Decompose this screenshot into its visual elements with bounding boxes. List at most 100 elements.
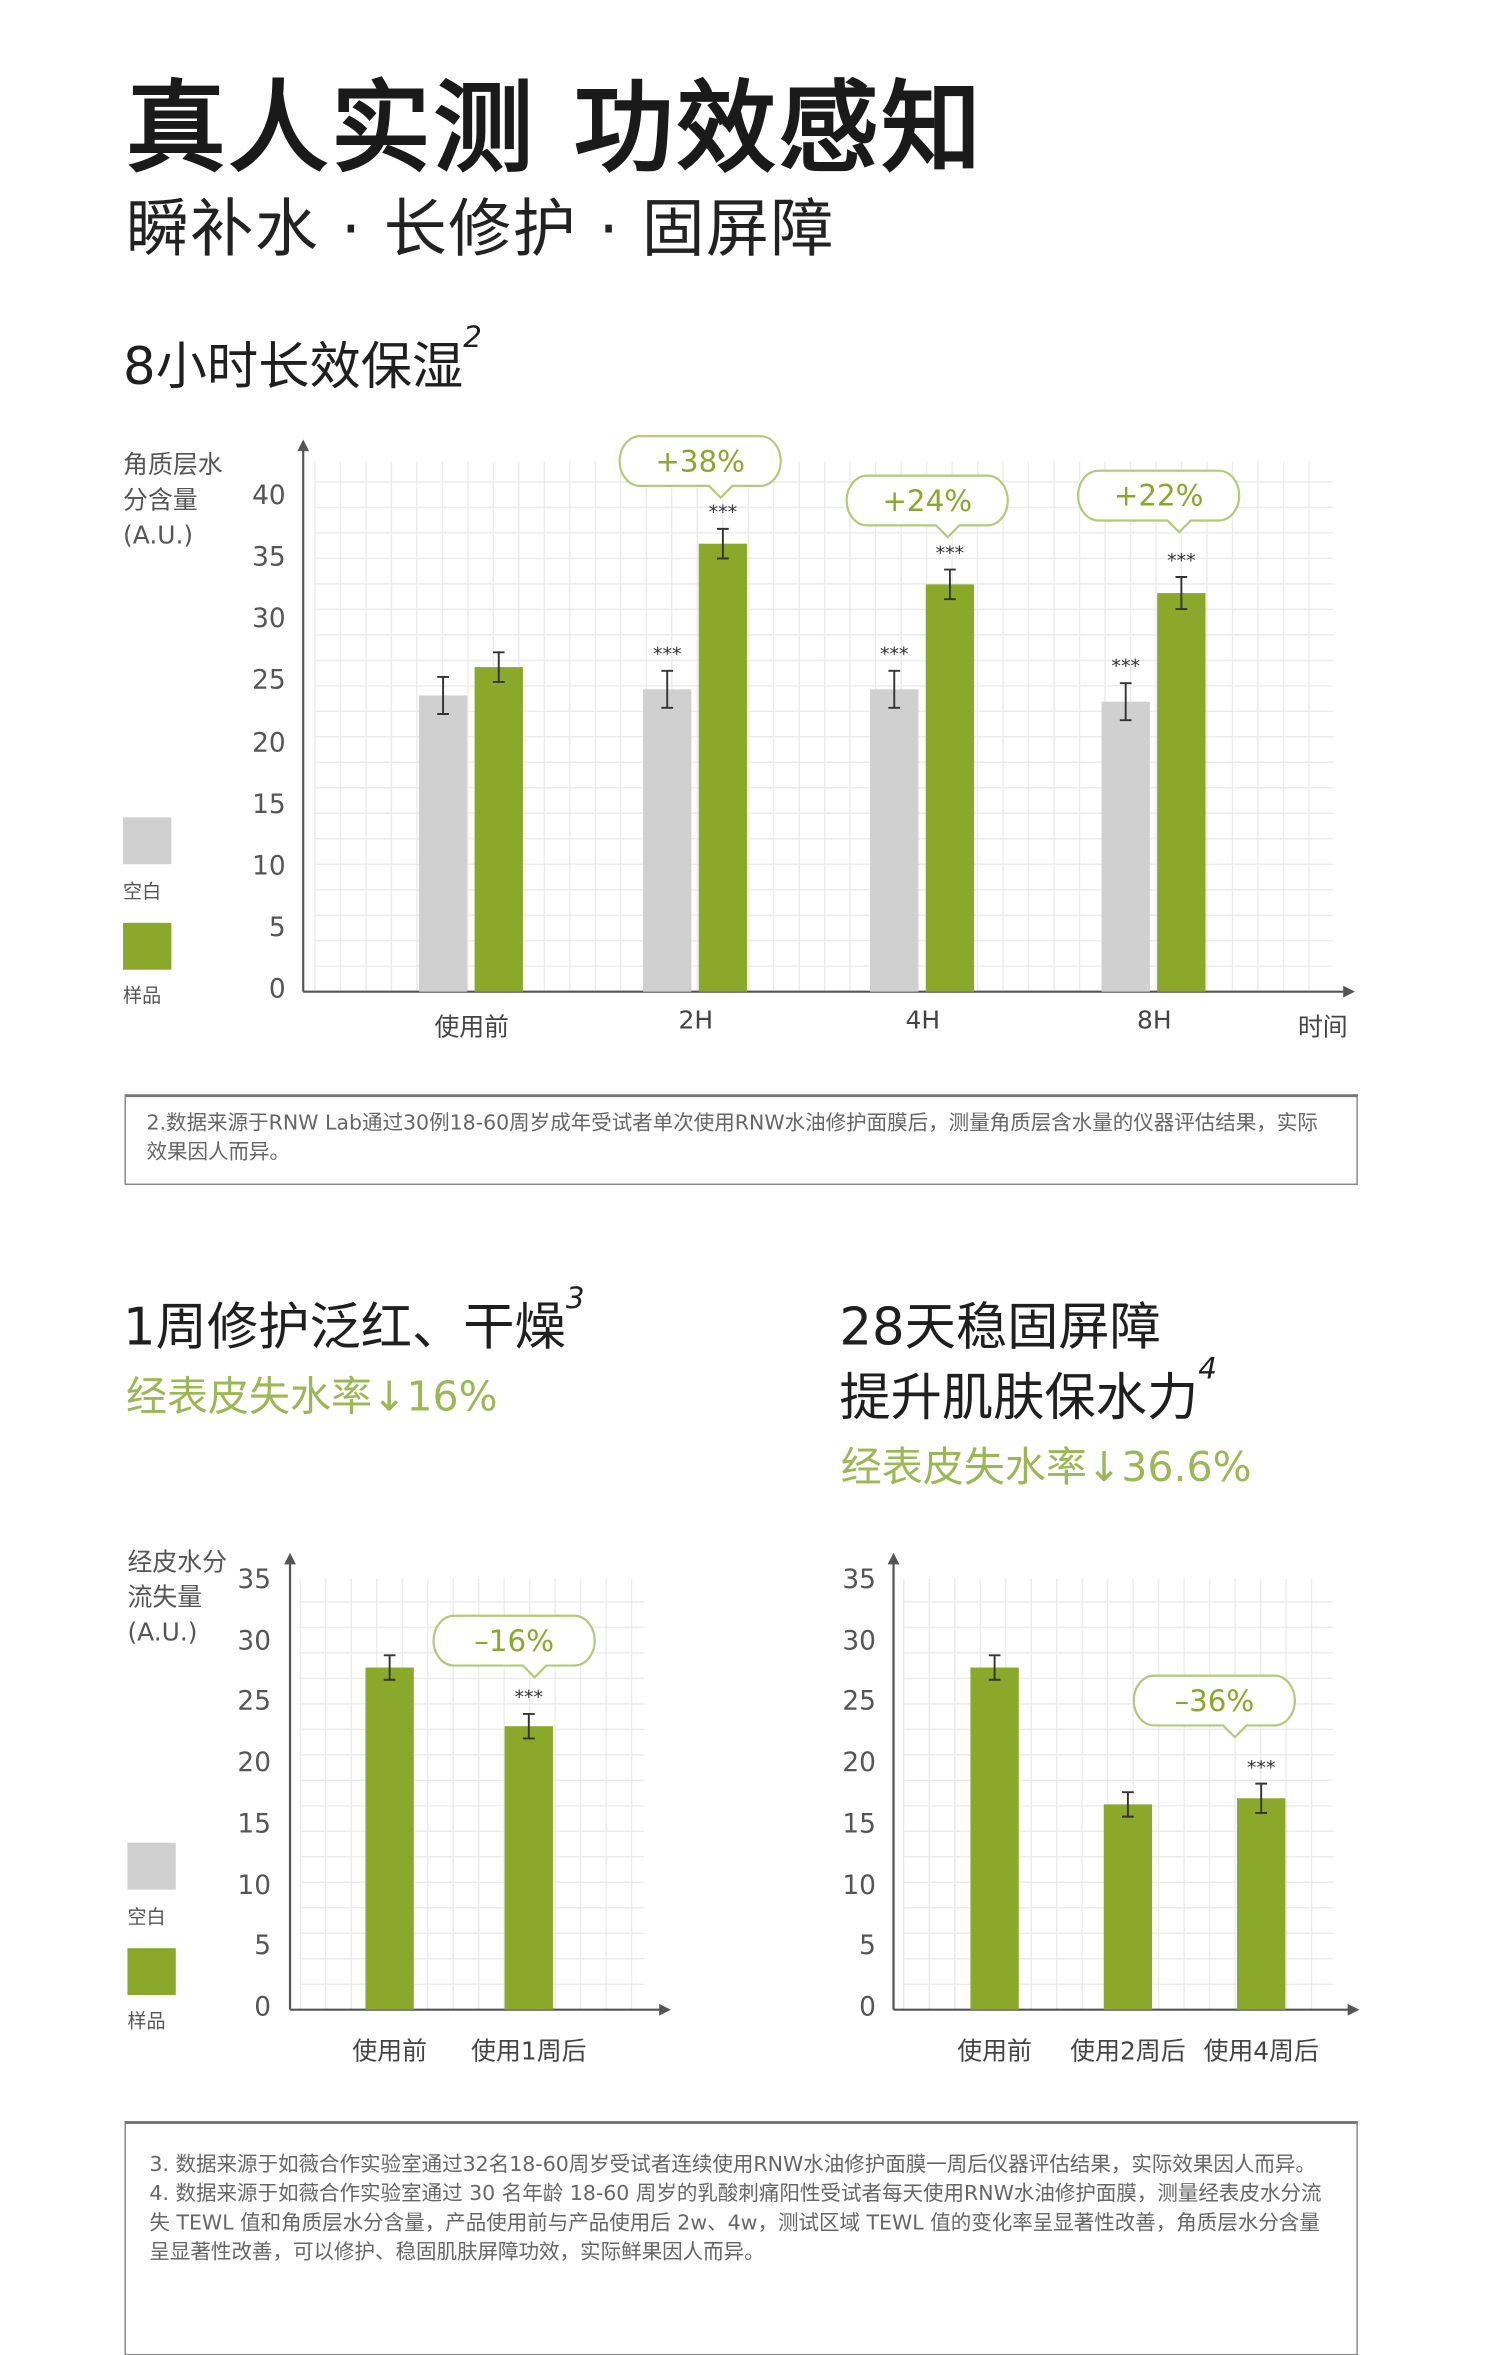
annotation-bubble — [432, 1614, 596, 1679]
error-bar — [1122, 1791, 1134, 1818]
error-bar — [888, 669, 901, 709]
bar — [418, 695, 468, 992]
y-tick-label: 25 — [252, 665, 286, 697]
footnote-ref: 3 — [565, 1280, 585, 1316]
annotation-label: +38% — [655, 443, 746, 479]
error-bar — [522, 1713, 535, 1740]
y-tick-label: 15 — [252, 788, 286, 820]
significance-stars: *** — [1246, 1757, 1276, 1780]
section-title-28d-line1: 28天稳固屏障 — [839, 1299, 1161, 1358]
footnote-box-1: 2.数据来源于RNW Lab通过30例18-60周岁成年受试者单次使用RNW水油… — [124, 1094, 1358, 1186]
annotation-bubble — [1132, 1674, 1296, 1739]
x-tick-label: 使用4周后 — [1203, 2037, 1319, 2067]
error-bar — [717, 527, 729, 560]
section-title-1week: 1周修护泛红、干燥3 — [123, 1280, 584, 1361]
footnote-3: 3. 数据来源于如薇合作实验室通过32名18-60周岁受试者连续使用RNW水油修… — [149, 2153, 1316, 2177]
y-tick-label: 20 — [252, 727, 286, 759]
section-title-text: 8小时长效保湿 — [123, 338, 464, 397]
bar — [1103, 1804, 1153, 2010]
x-axis-title: 时间 — [1297, 1013, 1348, 1043]
tewl-36-highlight: 经表皮失水率↓36.6% — [840, 1442, 1252, 1492]
section-title-text: 提升肌肤保水力 — [839, 1369, 1199, 1429]
legend-swatch-blank — [127, 1842, 176, 1890]
y-tick-label: 30 — [842, 1625, 876, 1657]
significance-stars: *** — [935, 543, 965, 566]
page-title: 真人实测 功效感知 — [125, 71, 984, 188]
bar — [504, 1726, 553, 2010]
error-bar — [1255, 1782, 1268, 1814]
footnote-4: 4. 数据来源于如薇合作实验室通过 30 名年龄 18-60 周岁的乳酸刺痛阳性… — [149, 2182, 1322, 2265]
y-tick-label: 15 — [842, 1808, 876, 1840]
page-subtitle: 瞬补水 · 长修护 · 固屏障 — [125, 193, 835, 267]
legend-swatch-sample — [127, 1948, 176, 1996]
error-bar — [661, 669, 674, 709]
error-bar — [437, 676, 449, 715]
error-bar — [1119, 682, 1132, 722]
bar — [1237, 1798, 1286, 2010]
chart1-ylabel: 角质层水分含量(A.U.) — [123, 451, 223, 551]
x-tick-label: 4H — [905, 1006, 941, 1036]
y-tick-label: 0 — [268, 974, 286, 1005]
error-bar — [492, 651, 505, 683]
y-tick-label: 35 — [237, 1564, 271, 1596]
error-bar — [1175, 576, 1188, 611]
x-tick-label: 8H — [1136, 1006, 1172, 1036]
y-tick-label: 30 — [252, 603, 286, 635]
error-bar — [383, 1654, 396, 1681]
significance-stars: *** — [708, 502, 738, 525]
bar — [1157, 593, 1206, 992]
y-tick-label: 15 — [237, 1808, 271, 1840]
y-tick-label: 0 — [859, 1992, 876, 2023]
y-tick-label: 25 — [237, 1686, 271, 1718]
legend-swatch-sample — [123, 922, 172, 970]
significance-stars: *** — [879, 644, 909, 667]
bar — [365, 1667, 414, 2010]
footnote-box-2: 3. 数据来源于如薇合作实验室通过32名18-60周岁受试者连续使用RNW水油修… — [124, 2121, 1358, 2355]
footnote-ref: 4 — [1198, 1350, 1217, 1386]
significance-stars: *** — [1111, 656, 1140, 679]
legend-swatch-blank — [123, 817, 172, 865]
annotation-bubble — [845, 474, 1009, 539]
significance-stars: *** — [1167, 550, 1196, 573]
bar — [1101, 701, 1150, 992]
bar — [643, 689, 692, 992]
x-tick-label: 使用前 — [352, 2037, 427, 2067]
footnote-ref: 2 — [463, 319, 482, 355]
x-axis-arrow — [659, 2003, 671, 2016]
y-tick-label: 25 — [842, 1686, 876, 1718]
legend-label-blank: 空白 — [127, 1907, 166, 1930]
x-tick-label: 使用2周后 — [1070, 2037, 1186, 2067]
x-tick-label: 使用前 — [434, 1013, 510, 1043]
legend-label-blank: 空白 — [123, 881, 162, 904]
bar — [698, 543, 748, 992]
y-tick-label: 35 — [252, 542, 286, 573]
y-tick-label: 10 — [842, 1869, 876, 1901]
bar — [870, 689, 919, 992]
y-tick-label: 5 — [268, 912, 286, 944]
significance-stars: *** — [652, 644, 682, 667]
y-tick-label: 35 — [842, 1564, 876, 1596]
y-tick-label: 40 — [252, 480, 286, 512]
x-tick-label: 使用前 — [957, 2037, 1032, 2067]
annotation-bubble — [1077, 469, 1241, 534]
section-title-28d-line2: 提升肌肤保水力4 — [839, 1351, 1217, 1431]
annotation-label: +24% — [882, 482, 973, 519]
significance-stars: *** — [514, 1687, 544, 1710]
y-tick-label: 0 — [254, 1992, 271, 2023]
y-tick-label: 10 — [237, 1869, 271, 1901]
annotation-label: –36% — [1174, 1682, 1255, 1719]
error-bar — [988, 1654, 1001, 1681]
x-axis-arrow — [1347, 2003, 1360, 2016]
legend-label-sample: 样品 — [123, 985, 162, 1008]
y-tick-label: 5 — [859, 1931, 876, 1962]
x-tick-label: 使用1周后 — [471, 2037, 587, 2067]
bar — [925, 584, 975, 992]
y-tick-label: 20 — [842, 1747, 876, 1779]
annotation-label: +22% — [1113, 477, 1204, 514]
y-tick-label: 5 — [254, 1931, 271, 1962]
y-tick-label: 20 — [237, 1747, 271, 1779]
legend-label-sample: 样品 — [127, 2011, 166, 2034]
x-axis-arrow — [1343, 985, 1355, 998]
x-tick-label: 2H — [678, 1006, 714, 1036]
